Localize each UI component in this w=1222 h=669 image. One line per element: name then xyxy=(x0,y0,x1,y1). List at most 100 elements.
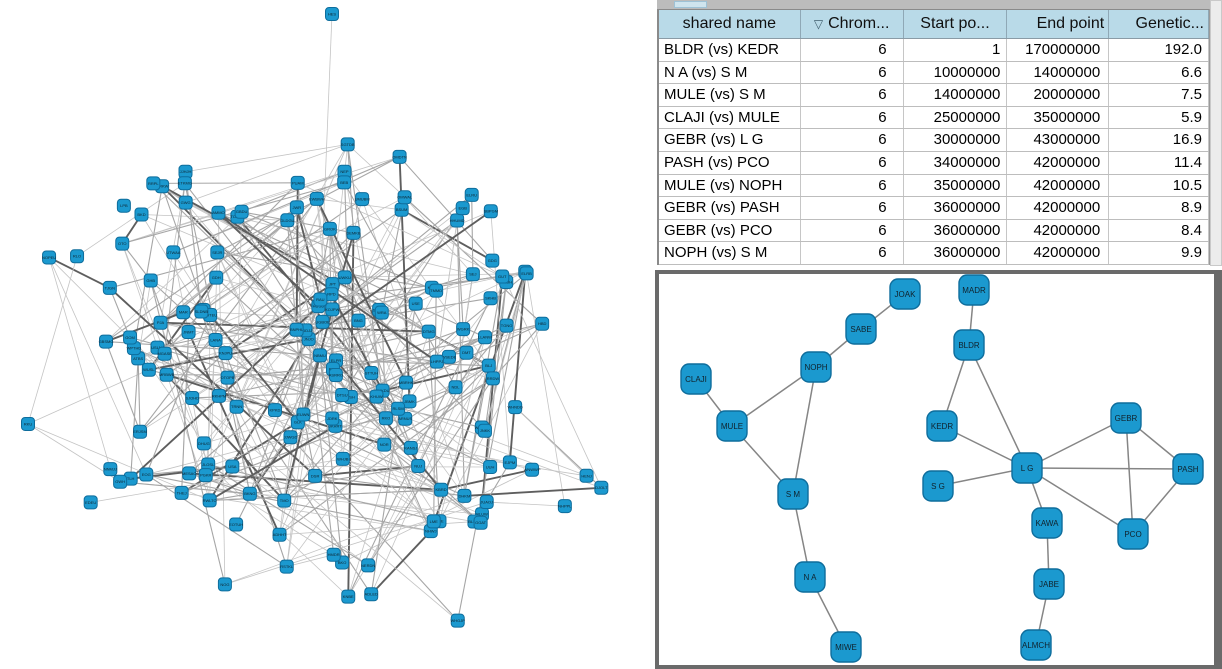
network-node[interactable]: PGKR xyxy=(198,468,213,483)
network-node[interactable]: JJWGD xyxy=(283,430,298,445)
network-node-mule[interactable]: MULE xyxy=(716,410,748,442)
network-node[interactable]: AMMO xyxy=(211,205,226,220)
network-node[interactable]: TGNO xyxy=(499,318,514,333)
network-node-l-g[interactable]: L G xyxy=(1011,452,1043,484)
network-node[interactable]: MAR xyxy=(176,305,191,320)
network-node[interactable]: OMWAL xyxy=(397,190,413,205)
network-node[interactable]: ELRB xyxy=(519,266,534,281)
network-node[interactable]: GDG xyxy=(485,253,500,268)
network-node[interactable]: THEJ xyxy=(174,485,189,500)
network-node[interactable]: LME xyxy=(426,514,441,529)
network-node[interactable]: SEJR xyxy=(210,245,225,260)
network-node[interactable]: HENJ xyxy=(579,468,594,483)
network-node[interactable]: UUH xyxy=(483,459,498,474)
network-node[interactable]: OTO xyxy=(115,236,130,251)
network-node[interactable]: BSUM xyxy=(394,202,409,217)
network-node[interactable]: WUSL xyxy=(141,362,156,377)
network-node-kedr[interactable]: KEDR xyxy=(926,410,958,442)
network-node[interactable]: RKO xyxy=(378,411,393,426)
table-row[interactable]: MULE (vs) S M 6 14000000 20000000 7.5 xyxy=(659,84,1209,107)
network-node-s-m[interactable]: S M xyxy=(777,478,809,510)
network-node[interactable]: KANSJ xyxy=(403,440,418,455)
network-node[interactable]: RAU xyxy=(313,292,328,307)
network-node[interactable]: ADLED xyxy=(364,587,379,602)
network-node[interactable]: JDRK xyxy=(325,411,340,426)
large-network-canvas[interactable]: ATBS OTO EJPM ERJSM TLH NOR JLOSL BLUW EDEU DEMKB… xyxy=(0,0,652,669)
horizontal-scroll-thumb[interactable] xyxy=(674,1,707,8)
network-node-sabe[interactable]: SABE xyxy=(845,313,877,345)
network-node[interactable]: MGASE xyxy=(157,346,172,361)
network-node[interactable]: WGRK xyxy=(456,322,471,337)
column-header-start-po[interactable]: Start po... xyxy=(904,10,1008,38)
table-vertical-scrollbar[interactable] xyxy=(1210,0,1222,266)
network-node[interactable]: ERJSM xyxy=(133,424,148,439)
network-node[interactable]: DTMG xyxy=(421,324,436,339)
network-node[interactable]: KPKD xyxy=(267,403,282,418)
network-node[interactable]: UWKU xyxy=(337,270,352,285)
network-node[interactable]: RKHPM xyxy=(212,388,226,403)
network-node-kawa[interactable]: KAWA xyxy=(1031,507,1063,539)
network-node[interactable]: NUJ xyxy=(411,459,426,474)
network-node-claji[interactable]: CLAJI xyxy=(680,363,712,395)
network-node[interactable]: HES xyxy=(325,7,339,21)
network-node[interactable]: HBD xyxy=(535,316,550,331)
small-network-canvas[interactable]: JOAK SABE NOPH CLAJI MULE S M N A MIWE MADR BLDR K… xyxy=(659,274,1214,665)
network-node-joak[interactable]: JOAK xyxy=(889,278,921,310)
network-node[interactable]: LANA xyxy=(208,333,223,348)
network-node[interactable]: BEB xyxy=(337,175,352,190)
network-node[interactable]: GUT xyxy=(495,269,510,284)
column-header-end-point[interactable]: End point xyxy=(1007,10,1110,38)
network-node[interactable]: GROK xyxy=(322,221,337,236)
network-node[interactable]: SJOHD xyxy=(185,390,200,405)
network-node[interactable]: EDEU xyxy=(83,495,98,510)
network-node[interactable]: DSR xyxy=(308,468,323,483)
network-node-noph[interactable]: NOPH xyxy=(800,351,832,383)
network-node[interactable]: SBPGM xyxy=(484,204,498,219)
network-node[interactable]: JBMK xyxy=(402,394,417,409)
table-row[interactable]: MULE (vs) NOPH 6 35000000 42000000 10.5 xyxy=(659,174,1209,198)
network-node-pco[interactable]: PCO xyxy=(1117,518,1149,550)
network-node[interactable]: MESAO xyxy=(182,466,196,481)
network-node[interactable]: WSEDE xyxy=(442,349,457,364)
network-node[interactable]: KHUW xyxy=(369,389,384,404)
network-node[interactable]: PJA xyxy=(153,315,168,330)
column-header-shared-name[interactable]: shared name xyxy=(659,10,801,38)
network-node[interactable]: UGBOE xyxy=(315,314,330,329)
network-node[interactable]: TMO xyxy=(277,493,292,508)
network-node[interactable]: DJOLT xyxy=(594,480,609,495)
table-row[interactable]: PASH (vs) PCO 6 34000000 42000000 11.4 xyxy=(659,151,1209,175)
network-node[interactable]: DHKM xyxy=(457,488,472,503)
network-node[interactable]: NNMJJ xyxy=(103,462,118,477)
network-node[interactable]: EOTUH xyxy=(229,517,243,532)
network-node[interactable]: EJPM xyxy=(502,455,517,470)
network-node[interactable]: STTUH xyxy=(364,366,379,381)
network-node[interactable]: BNG xyxy=(351,313,366,328)
network-node-bldr[interactable]: BLDR xyxy=(953,329,985,361)
network-node[interactable]: KBRD xyxy=(434,482,449,497)
network-node[interactable]: EGB xyxy=(455,201,470,216)
network-node[interactable]: TLH xyxy=(123,471,138,486)
network-node[interactable]: DEMKB xyxy=(346,225,361,240)
network-node[interactable]: SKHB xyxy=(483,291,498,306)
network-node[interactable]: DTSU xyxy=(335,388,350,403)
network-node-n-a[interactable]: N A xyxy=(794,561,826,593)
network-node-gebr[interactable]: GEBR xyxy=(1110,402,1142,434)
network-node[interactable]: BKNG xyxy=(242,486,257,501)
network-node[interactable]: SEJ xyxy=(465,267,480,282)
network-node[interactable]: USE xyxy=(408,296,423,311)
table-row[interactable]: GEBR (vs) PCO 6 36000000 42000000 8.4 xyxy=(659,219,1209,243)
network-node[interactable]: KNJPU xyxy=(218,346,233,361)
network-node[interactable]: UMUBM xyxy=(355,192,370,207)
network-node[interactable]: NDL xyxy=(448,380,463,395)
network-node-pash[interactable]: PASH xyxy=(1172,453,1204,485)
network-node[interactable]: WRA xyxy=(374,305,389,320)
network-node[interactable]: LLANW xyxy=(477,330,492,345)
network-node[interactable]: EWBWH xyxy=(309,191,325,206)
network-node[interactable]: RRPL xyxy=(146,176,161,191)
network-node[interactable]: LPB xyxy=(116,198,131,213)
network-node[interactable]: JWR xyxy=(289,200,304,215)
network-node[interactable]: NHPPL xyxy=(557,499,572,514)
network-node[interactable]: GOM xyxy=(123,330,138,345)
network-node[interactable]: EOG xyxy=(139,467,154,482)
network-node[interactable]: MBRHK xyxy=(399,375,414,390)
